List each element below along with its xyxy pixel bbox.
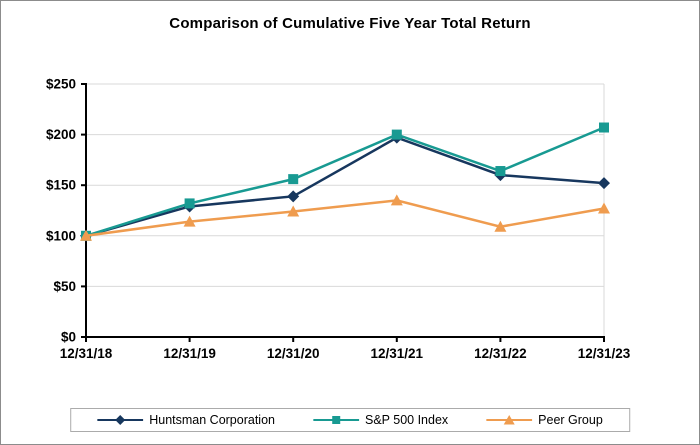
legend-item-s-p-500-index: S&P 500 Index bbox=[312, 413, 449, 427]
legend-label-huntsman-corporation: Huntsman Corporation bbox=[149, 413, 275, 427]
series-line-huntsman-corporation bbox=[85, 136, 605, 238]
x-tick-label: 12/31/23 bbox=[578, 346, 631, 361]
marker-peer-group bbox=[598, 202, 610, 214]
y-tick-label: $50 bbox=[53, 279, 76, 294]
marker-peer-group bbox=[287, 205, 300, 217]
y-tick-label: $200 bbox=[46, 127, 76, 142]
legend-item-huntsman-corporation: Huntsman Corporation bbox=[97, 413, 275, 427]
y-tick-label: $150 bbox=[46, 178, 76, 193]
legend-label-peer-group: Peer Group bbox=[538, 413, 603, 427]
legend-label-s-p-500-index: S&P 500 Index bbox=[364, 413, 449, 427]
series-line-peer-group bbox=[85, 199, 605, 238]
y-tick-label: $100 bbox=[46, 228, 76, 243]
legend-item-peer-group: Peer Group bbox=[486, 413, 603, 427]
chart-title: Comparison of Cumulative Five Year Total… bbox=[169, 15, 531, 32]
marker-huntsman-corporation bbox=[598, 177, 610, 190]
triangle-marker-icon bbox=[486, 415, 533, 425]
marker-peer-group bbox=[390, 194, 403, 206]
y-tick-label: $0 bbox=[61, 330, 76, 345]
marker-s-p-500-index bbox=[288, 174, 299, 185]
marker-s-p-500-index bbox=[391, 129, 402, 140]
x-tick-label: 12/31/20 bbox=[267, 346, 320, 361]
series-line-s-p-500-index bbox=[85, 126, 605, 237]
marker-peer-group bbox=[80, 229, 92, 241]
square-marker-icon bbox=[312, 416, 359, 424]
x-tick-label: 12/31/21 bbox=[371, 346, 424, 361]
x-tick-label: 12/31/19 bbox=[163, 346, 216, 361]
legend: Huntsman Corporation S&P 500 Index Peer Gr… bbox=[70, 408, 630, 432]
y-tick-label: $250 bbox=[46, 77, 76, 92]
x-tick-label: 12/31/22 bbox=[474, 346, 527, 361]
marker-s-p-500-index bbox=[184, 198, 195, 209]
x-tick-label: 12/31/18 bbox=[60, 346, 113, 361]
marker-peer-group bbox=[494, 220, 507, 232]
marker-peer-group bbox=[183, 215, 196, 227]
marker-s-p-500-index bbox=[599, 122, 609, 133]
marker-s-p-500-index bbox=[495, 166, 506, 177]
marker-huntsman-corporation bbox=[287, 190, 300, 203]
diamond-marker-icon bbox=[97, 415, 144, 425]
